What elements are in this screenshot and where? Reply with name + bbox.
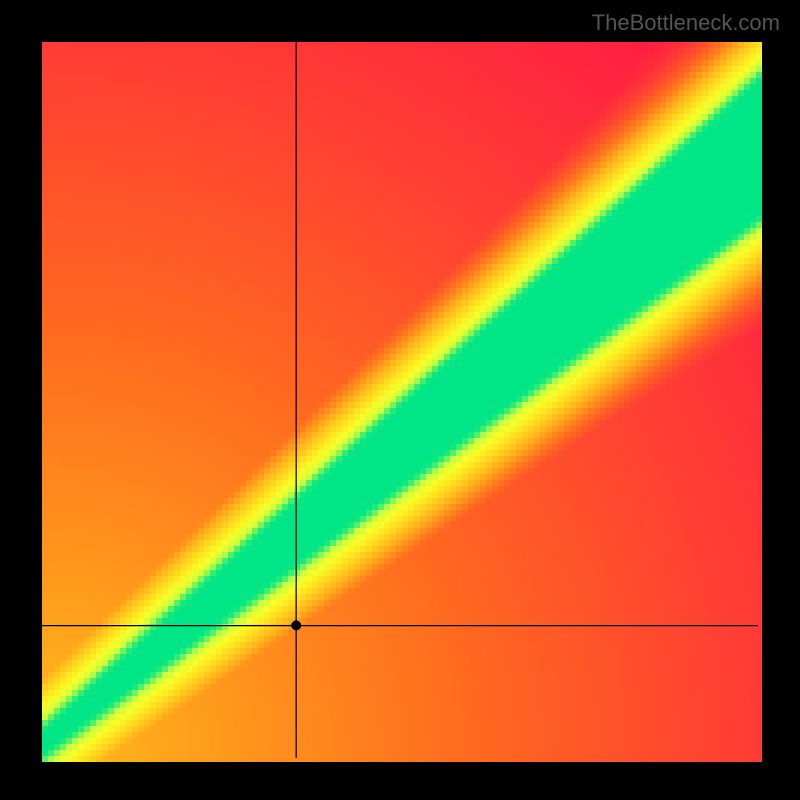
watermark-text: TheBottleneck.com xyxy=(592,10,780,36)
heatmap-canvas xyxy=(0,0,800,800)
chart-container: TheBottleneck.com xyxy=(0,0,800,800)
